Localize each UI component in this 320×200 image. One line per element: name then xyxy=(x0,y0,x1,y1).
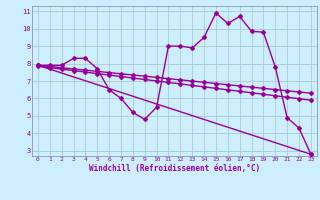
X-axis label: Windchill (Refroidissement éolien,°C): Windchill (Refroidissement éolien,°C) xyxy=(89,164,260,173)
